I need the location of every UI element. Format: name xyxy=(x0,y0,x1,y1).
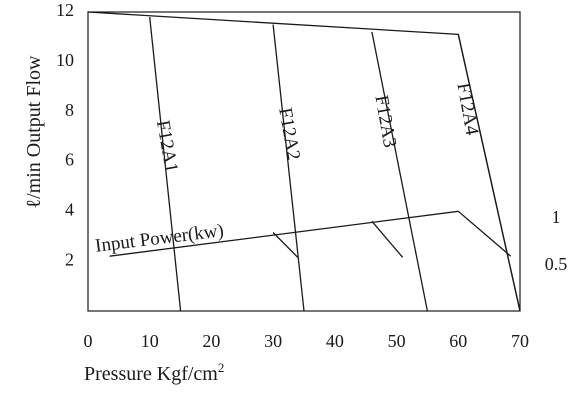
x-tick-label: 60 xyxy=(449,331,467,351)
y-tick-label: 10 xyxy=(56,50,74,70)
y-tick-labels: 2 4 6 8 10 12 xyxy=(56,0,74,269)
curve-label-input-power-kw: Input Power(kw) xyxy=(94,220,225,257)
curve-f12a2 xyxy=(273,25,304,312)
y-tick-label: 2 xyxy=(65,249,74,269)
curve-label-f12a1: F12A1 xyxy=(152,119,182,175)
y-axis-title: ℓ/min Output Flow xyxy=(23,55,45,208)
x-tick-label: 50 xyxy=(388,331,406,351)
secondary-y-tick-label: 1 xyxy=(552,207,561,227)
x-axis-title: Pressure Kgf/cm2 xyxy=(84,360,224,385)
curve-f12a2-power-drop xyxy=(273,233,298,258)
curve-label-f12a4: F12A4 xyxy=(452,81,482,137)
curve-f12a3 xyxy=(372,32,428,311)
y-tick-label: 4 xyxy=(65,199,74,219)
secondary-y-tick-label: 0.5 xyxy=(545,254,568,274)
plot-frame xyxy=(88,12,520,311)
curve-label-f12a2: F12A2 xyxy=(274,106,304,162)
curves xyxy=(88,12,520,311)
x-tick-label: 10 xyxy=(141,331,159,351)
x-tick-label: 30 xyxy=(264,331,282,351)
curve-f12a3-power-drop xyxy=(372,221,403,257)
x-tick-labels: 0 10 20 30 40 50 60 70 xyxy=(84,331,530,351)
x-tick-label: 20 xyxy=(202,331,220,351)
x-tick-label: 0 xyxy=(84,331,93,351)
secondary-y-tick-labels: 10.5 xyxy=(545,207,568,274)
curve-max-flow xyxy=(88,12,520,311)
y-tick-label: 8 xyxy=(65,100,74,120)
x-tick-label: 40 xyxy=(326,331,344,351)
curve-f12a4 xyxy=(458,34,520,311)
curve-label-f12a3: F12A3 xyxy=(370,94,400,150)
y-tick-label: 12 xyxy=(56,0,74,20)
y-tick-label: 6 xyxy=(65,150,74,170)
x-tick-label: 70 xyxy=(511,331,529,351)
